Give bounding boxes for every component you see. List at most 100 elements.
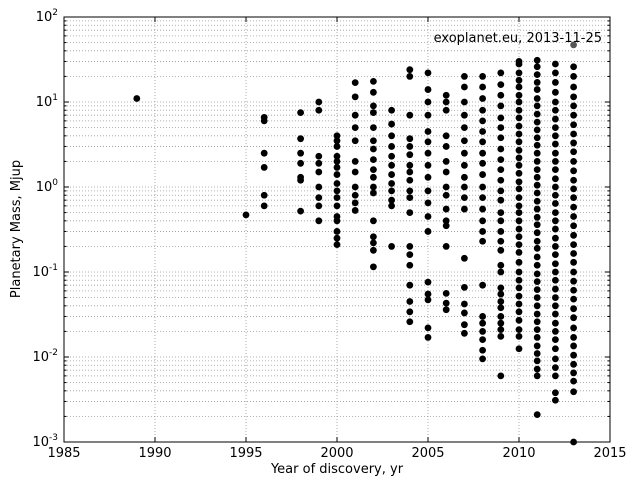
data-point: [442, 205, 450, 213]
data-point-highlight: [570, 41, 577, 49]
data-point: [497, 91, 505, 99]
data-point: [461, 124, 468, 131]
data-point: [552, 328, 559, 335]
y-tick-label: 100: [36, 178, 59, 195]
data-point: [552, 79, 559, 86]
data-point: [570, 360, 577, 368]
data-point: [552, 355, 559, 363]
data-point: [515, 60, 523, 68]
data-point: [570, 194, 577, 202]
data-point: [406, 143, 414, 150]
data-point: [370, 109, 377, 117]
data-point: [260, 202, 268, 210]
data-point: [552, 225, 559, 233]
data-point: [515, 122, 523, 130]
data-point: [533, 79, 541, 86]
data-point: [461, 111, 468, 119]
data-point: [552, 336, 559, 344]
data-point: [515, 292, 523, 300]
data-point: [552, 345, 559, 353]
data-point: [515, 161, 523, 169]
data-point: [552, 140, 559, 148]
data-point: [515, 114, 523, 122]
data-point: [479, 336, 486, 344]
data-point: [479, 205, 486, 213]
data-point: [533, 350, 541, 357]
data-point: [533, 126, 541, 134]
data-point: [533, 294, 541, 301]
data-point: [351, 93, 359, 101]
data-point: [552, 372, 559, 380]
data-point: [552, 234, 559, 242]
data-point: [533, 189, 541, 197]
data-point: [570, 176, 577, 184]
data-point: [515, 138, 523, 146]
data-point: [351, 207, 359, 214]
data-point: [424, 128, 432, 135]
data-point: [533, 158, 541, 165]
data-point: [515, 284, 523, 292]
data-point: [351, 199, 359, 207]
data-point: [533, 372, 541, 380]
data-point: [515, 241, 523, 249]
data-point: [533, 166, 541, 174]
data-point: [515, 194, 523, 202]
data-point: [497, 332, 505, 340]
data-point: [388, 161, 395, 169]
data-point: [552, 389, 559, 397]
data-point: [424, 69, 432, 77]
data-point: [315, 168, 323, 176]
x-tick-label: 1990: [138, 446, 171, 461]
data-point: [479, 117, 486, 125]
data-point: [333, 241, 341, 249]
data-point: [570, 102, 577, 110]
data-point: [533, 213, 541, 221]
data-point: [297, 207, 304, 215]
data-point: [552, 310, 559, 318]
data-point: [497, 313, 505, 320]
data-point: [406, 243, 414, 250]
data-point: [533, 118, 541, 126]
data-point: [442, 132, 450, 140]
data-point: [424, 98, 432, 106]
data-point: [552, 98, 559, 106]
data-point: [533, 411, 541, 419]
data-point: [533, 71, 541, 79]
data-point: [424, 334, 432, 341]
data-point: [533, 342, 541, 350]
data-point: [497, 261, 505, 269]
data-point: [533, 357, 541, 365]
data-point: [260, 164, 268, 171]
data-point: [570, 63, 577, 71]
data-point: [315, 152, 323, 160]
y-tick-label: 101: [36, 93, 58, 110]
data-point: [552, 166, 559, 174]
data-point: [570, 83, 577, 91]
data-point: [515, 106, 523, 114]
data-point: [552, 260, 559, 268]
data-point: [388, 120, 395, 128]
data-point: [461, 173, 468, 181]
data-point: [461, 300, 468, 308]
data-point: [570, 222, 577, 230]
x-tick-label: 2000: [320, 446, 353, 461]
data-point: [388, 143, 395, 150]
x-axis-tick-labels: 1985 1990 1995 2000 2005 2010 2015: [47, 446, 626, 461]
data-point: [570, 342, 577, 350]
data-point: [552, 209, 559, 216]
data-point: [479, 328, 486, 335]
data-point: [533, 253, 541, 261]
data-point: [570, 268, 577, 276]
y-tick-label: 10-2: [32, 348, 58, 365]
data-point: [442, 222, 450, 230]
data-point: [479, 217, 486, 225]
data-point: [515, 130, 523, 138]
data-point: [370, 156, 377, 164]
data-point: [388, 106, 395, 114]
data-point: [406, 135, 414, 143]
data-point: [406, 251, 414, 259]
data-point: [515, 169, 523, 177]
data-point: [497, 217, 505, 225]
data-point: [570, 324, 577, 332]
data-point: [515, 154, 523, 162]
